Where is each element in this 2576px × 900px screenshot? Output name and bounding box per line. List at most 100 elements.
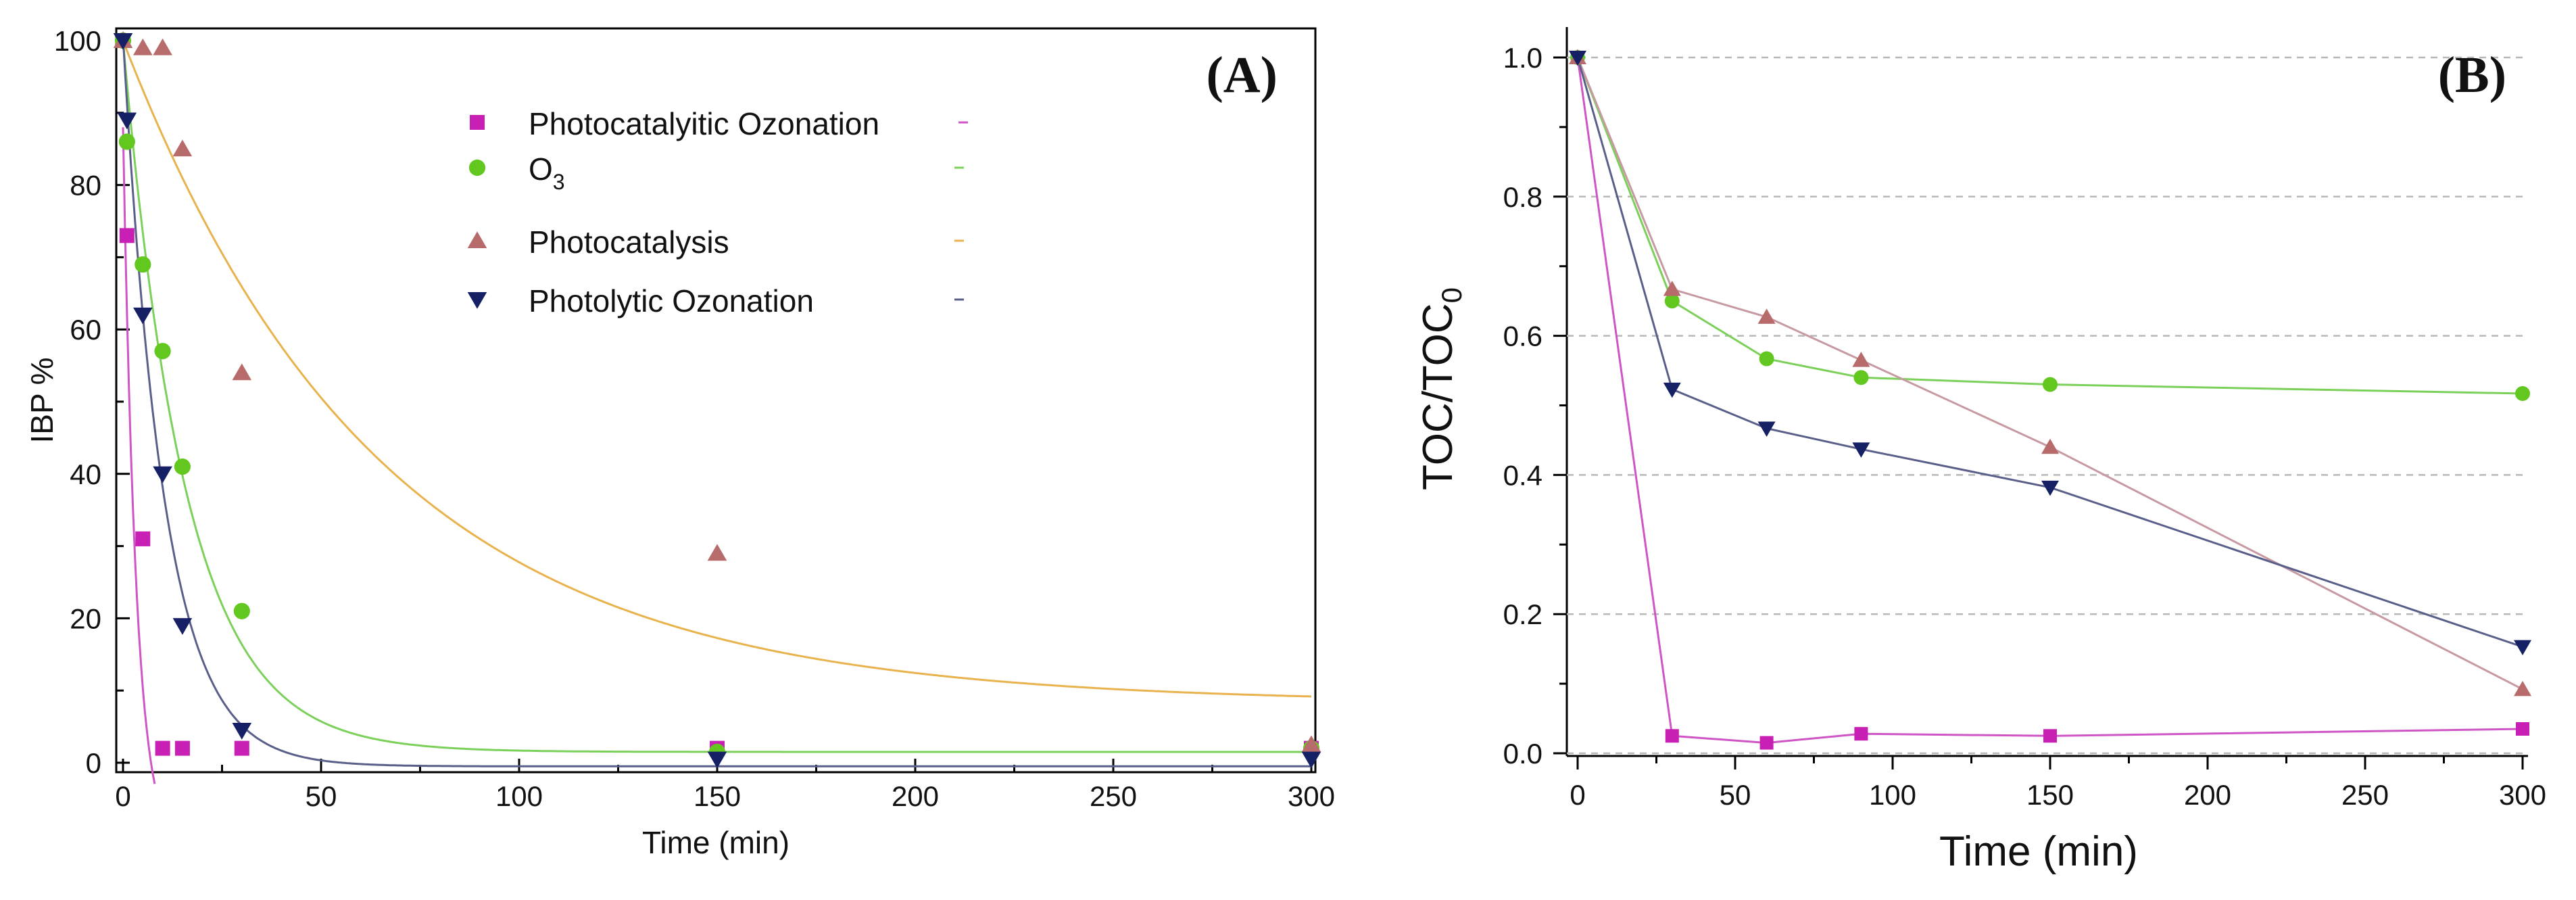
legend: Photocatalyitic Ozonation O3 Photocatalysi…: [467, 106, 968, 318]
point-photocatalyitic-ozonation: [1854, 727, 1868, 741]
point-photocatalyitic-ozonation: [155, 740, 170, 756]
x-tick-label: 250: [2341, 779, 2389, 811]
point-photolytic-ozonation: [117, 112, 137, 130]
point-photolytic-ozonation: [232, 722, 252, 740]
y-tick-label: 0.2: [1503, 598, 1542, 630]
fit-curve-photocatalyitic-ozonation: [122, 127, 156, 784]
point-photolytic-ozonation: [1757, 421, 1776, 437]
point-photocatalysis: [232, 363, 252, 381]
x-tick-label: 300: [2499, 779, 2546, 811]
point-photocatalyitic-ozonation: [119, 228, 135, 243]
legend-label-3: Photocatalysis: [529, 224, 729, 260]
point-photolytic-ozonation: [1569, 51, 1586, 66]
panel-b-markers: [1569, 49, 2531, 750]
y-tick-label: 0.8: [1503, 181, 1542, 213]
panel-b-label: (B): [2438, 47, 2506, 103]
fit-curve-photocatalysis: [122, 40, 1312, 698]
point-o3: [118, 133, 135, 150]
legend-label-1: Photocatalyitic Ozonation: [529, 106, 879, 141]
panel-b-y-axis-title: TOC/TOC0: [1415, 287, 1467, 490]
series-line-o3: [1576, 57, 2523, 395]
point-photocatalysis: [2041, 438, 2059, 454]
point-photocatalysis: [1757, 308, 1776, 324]
panel-a-tick-labels: 0 50 100 150 200 250 300 0 20 40 60 80 100: [54, 25, 1335, 812]
y-tick-label: 60: [70, 314, 101, 346]
point-photocatalyitic-ozonation: [234, 740, 249, 756]
point-photolytic-ozonation: [133, 307, 153, 325]
point-o3: [1664, 293, 1680, 309]
point-photocatalyitic-ozonation: [1665, 729, 1679, 743]
panel-a-y-axis-title: IBP %: [24, 358, 59, 444]
panel-a-chart: 0 50 100 150 200 250 300 0 20 40 60 80 100 (A) Time …: [24, 25, 1335, 860]
panel-a-fit-curves: [122, 37, 1312, 784]
point-photolytic-ozonation: [113, 33, 133, 50]
panel-a-plot-frame: [115, 27, 1317, 774]
point-photocatalyitic-ozonation: [2516, 721, 2529, 736]
point-photocatalysis: [1301, 735, 1321, 753]
x-tick-label: 100: [495, 780, 543, 812]
legend-marker-o3: [468, 159, 486, 176]
fit-curve-photolytic-ozonation: [122, 37, 1311, 767]
legend-label-4: Photolytic Ozonation: [529, 283, 814, 318]
panel-a-label: (A): [1206, 47, 1278, 103]
x-tick-label: 150: [694, 780, 741, 812]
x-tick-label: 250: [1090, 780, 1137, 812]
point-o3: [135, 256, 151, 273]
y-tick-label: 20: [70, 602, 101, 634]
legend-label-2: O3: [529, 151, 565, 194]
panel-b-x-axis-title: Time (min): [1939, 828, 2138, 875]
point-o3: [174, 458, 191, 475]
x-tick-label: 100: [1869, 779, 1916, 811]
point-photocatalysis: [1852, 352, 1870, 367]
panel-b-y-axis-title-sub: 0: [1436, 287, 1467, 303]
x-tick-label: 300: [1288, 780, 1335, 812]
x-tick-label: 200: [892, 780, 939, 812]
point-photolytic-ozonation: [2514, 640, 2531, 656]
point-photocatalysis: [707, 544, 727, 561]
panel-a-x-axis-title: Time (min): [642, 825, 789, 860]
point-o3: [233, 602, 250, 619]
y-tick-label: 0.0: [1503, 738, 1542, 769]
legend-marker-photolytic-ozonation: [467, 292, 487, 309]
panel-b-y-axis-title-main: TOC/TOC: [1415, 303, 1461, 490]
point-photocatalysis: [1663, 281, 1681, 296]
fit-curve-o3: [122, 40, 1311, 753]
point-photocatalysis: [133, 38, 153, 55]
point-o3: [1759, 351, 1774, 366]
point-photocatalysis: [153, 38, 172, 55]
legend-marker-photocatalyitic-ozonation: [470, 115, 485, 130]
point-photocatalyitic-ozonation: [1759, 736, 1774, 750]
y-tick-label: 80: [70, 170, 101, 202]
x-tick-label: 0: [1570, 779, 1585, 811]
y-tick-label: 1.0: [1503, 42, 1542, 74]
y-tick-label: 40: [70, 458, 101, 490]
panel-b-chart: 0.0 0.2 0.4 0.6 0.8 1.0 0 50 100 150 200 250 300 (B)…: [1415, 27, 2546, 875]
panel-b-gridlines: [1553, 56, 2528, 769]
point-photolytic-ozonation: [2041, 480, 2059, 496]
point-photocatalysis: [2514, 680, 2531, 696]
panel-a-markers: [113, 31, 1321, 769]
y-tick-label: 0.6: [1503, 321, 1542, 352]
point-photolytic-ozonation: [707, 751, 727, 769]
point-o3: [2515, 386, 2530, 402]
point-photocatalyitic-ozonation: [174, 740, 190, 756]
point-photolytic-ozonation: [172, 618, 193, 635]
point-photocatalysis: [172, 139, 193, 157]
series-line-photolytic-ozonation: [1576, 57, 2523, 648]
point-o3: [2043, 377, 2058, 392]
point-photolytic-ozonation: [1852, 442, 1870, 458]
series-line-photocatalysis: [1576, 57, 2523, 690]
y-tick-label: 0.4: [1503, 459, 1542, 491]
point-photolytic-ozonation: [1301, 751, 1321, 769]
series-line-photocatalyitic-ozonation: [1576, 57, 2523, 744]
point-photocatalyitic-ozonation: [2043, 729, 2057, 743]
point-photolytic-ozonation: [153, 466, 172, 483]
x-tick-label: 50: [306, 780, 337, 812]
x-tick-label: 0: [115, 780, 130, 812]
panel-b-tick-labels: 0.0 0.2 0.4 0.6 0.8 1.0 0 50 100 150 200 250 300: [1503, 42, 2546, 811]
point-o3: [1853, 370, 1869, 385]
panel-a-axes: [116, 39, 1313, 772]
point-photocatalyitic-ozonation: [135, 531, 151, 546]
panel-b-series-lines: [1576, 57, 2523, 744]
